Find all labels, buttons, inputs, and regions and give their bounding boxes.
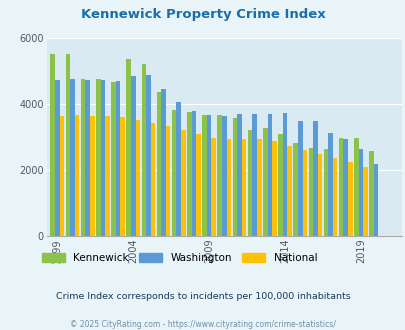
Bar xyxy=(373,164,377,236)
Bar xyxy=(237,114,241,236)
Bar xyxy=(262,128,267,236)
Bar xyxy=(247,130,252,236)
Bar xyxy=(66,54,70,236)
Bar xyxy=(191,111,196,236)
Bar xyxy=(328,133,332,236)
Legend: Kennewick, Washington, National: Kennewick, Washington, National xyxy=(38,248,321,267)
Bar xyxy=(347,162,352,236)
Bar xyxy=(90,116,94,236)
Bar xyxy=(241,139,246,236)
Bar xyxy=(343,139,347,236)
Bar xyxy=(105,116,109,236)
Bar xyxy=(222,116,226,236)
Text: Kennewick Property Crime Index: Kennewick Property Crime Index xyxy=(81,8,324,21)
Text: Crime Index corresponds to incidents per 100,000 inhabitants: Crime Index corresponds to incidents per… xyxy=(55,292,350,301)
Bar xyxy=(308,148,312,236)
Bar xyxy=(75,115,79,236)
Bar xyxy=(70,79,75,236)
Bar xyxy=(252,114,256,236)
Bar xyxy=(271,141,276,236)
Bar xyxy=(277,134,282,236)
Bar xyxy=(267,114,271,236)
Bar xyxy=(353,138,358,236)
Bar xyxy=(100,80,105,236)
Bar xyxy=(55,80,60,236)
Bar xyxy=(166,126,170,236)
Bar xyxy=(369,151,373,236)
Bar xyxy=(293,143,297,236)
Bar xyxy=(120,117,125,236)
Bar xyxy=(332,158,337,236)
Bar xyxy=(211,138,215,236)
Bar xyxy=(297,121,302,236)
Bar xyxy=(111,82,115,236)
Bar xyxy=(131,76,135,236)
Bar xyxy=(156,92,161,236)
Bar xyxy=(161,89,166,236)
Bar xyxy=(338,138,343,236)
Bar xyxy=(126,59,131,236)
Bar xyxy=(196,134,200,236)
Bar xyxy=(302,150,306,236)
Bar xyxy=(206,115,211,236)
Bar xyxy=(135,120,140,236)
Bar xyxy=(171,110,176,236)
Bar xyxy=(282,113,287,236)
Bar xyxy=(362,167,367,236)
Bar xyxy=(150,123,155,236)
Bar xyxy=(317,154,322,236)
Text: © 2025 CityRating.com - https://www.cityrating.com/crime-statistics/: © 2025 CityRating.com - https://www.city… xyxy=(70,320,335,329)
Bar xyxy=(146,75,150,236)
Bar xyxy=(217,115,222,236)
Bar xyxy=(50,54,55,236)
Bar xyxy=(287,146,291,236)
Bar xyxy=(323,148,328,236)
Bar xyxy=(256,139,261,236)
Bar xyxy=(202,115,206,236)
Bar xyxy=(232,118,237,236)
Bar xyxy=(312,121,317,236)
Bar xyxy=(115,81,120,236)
Bar xyxy=(176,102,181,236)
Bar xyxy=(226,139,230,236)
Bar xyxy=(96,79,100,236)
Bar xyxy=(181,130,185,236)
Bar xyxy=(60,116,64,236)
Bar xyxy=(81,79,85,236)
Bar xyxy=(141,64,146,236)
Bar xyxy=(358,149,362,236)
Bar xyxy=(85,80,90,236)
Bar xyxy=(187,112,191,236)
